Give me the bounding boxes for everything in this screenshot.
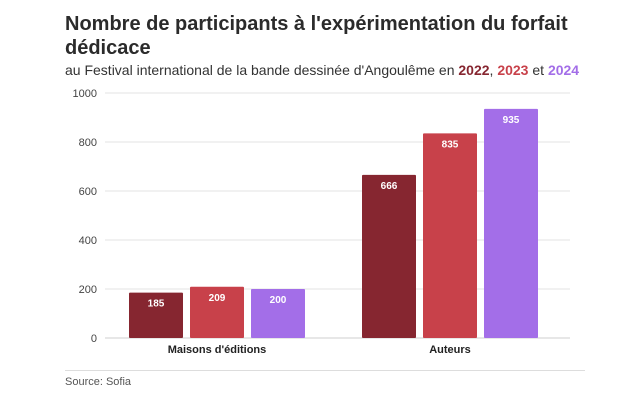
- source-note: Source: Sofia: [65, 376, 132, 388]
- x-category-label: Maisons d'éditions: [168, 344, 267, 356]
- bar-value-label: 209: [209, 293, 226, 304]
- bar: [251, 289, 305, 338]
- bar: [484, 108, 538, 338]
- legend-2022: 2022: [458, 62, 490, 78]
- chart-title: Nombre de participants à l'expérimentati…: [65, 13, 568, 59]
- x-category-label: Auteurs: [429, 344, 471, 356]
- y-tick-label: 200: [79, 284, 97, 296]
- subtitle-prefix: au Festival international de la bande de…: [65, 62, 459, 78]
- bar: [129, 292, 183, 338]
- bar-value-label: 666: [381, 181, 398, 192]
- bar-value-label: 835: [442, 139, 459, 150]
- legend-2024: 2024: [547, 62, 580, 78]
- y-tick-label: 600: [79, 186, 97, 198]
- bar: [362, 174, 416, 338]
- subtitle-sep-2: et: [528, 62, 548, 78]
- chart-subtitle: au Festival international de la bande de…: [65, 62, 579, 78]
- y-tick-label: 0: [91, 333, 97, 345]
- y-tick-label: 1000: [73, 88, 97, 100]
- subtitle-sep-1: ,: [489, 62, 498, 78]
- y-tick-label: 400: [79, 235, 97, 247]
- legend-2023: 2023: [497, 62, 529, 78]
- bar: [423, 133, 477, 338]
- bar-value-label: 200: [270, 295, 287, 306]
- bar-value-label: 185: [148, 299, 165, 310]
- y-tick-label: 800: [79, 137, 97, 149]
- footer-divider: [65, 370, 585, 371]
- bar-value-label: 935: [503, 115, 520, 126]
- bar: [190, 286, 244, 338]
